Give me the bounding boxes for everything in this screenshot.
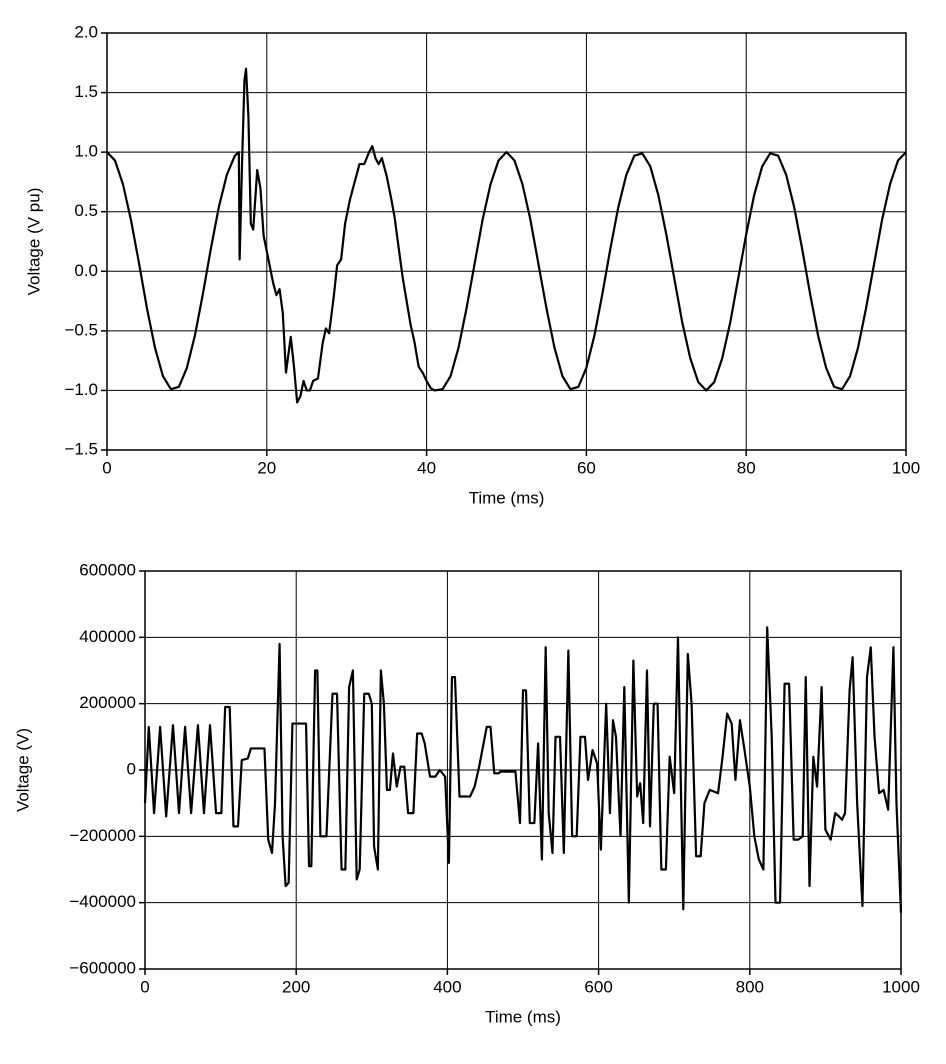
y-tick-label: 600000 — [79, 560, 136, 579]
y-axis-title: Voltage (V) — [13, 728, 32, 812]
y-tick-label: −400000 — [69, 892, 136, 911]
data-line — [106, 67, 907, 404]
y-tick-label: −1.0 — [64, 380, 98, 399]
y-tick-label: −0.5 — [64, 320, 98, 339]
y-tick-label: 0.5 — [74, 201, 98, 220]
x-tick-label: 20 — [257, 458, 276, 477]
y-tick-label: 0 — [127, 759, 136, 778]
data-line — [143, 626, 903, 913]
y-axis-title: Voltage (V pu) — [24, 188, 43, 296]
x-tick-label: 400 — [433, 977, 461, 996]
x-tick-label: 0 — [102, 458, 111, 477]
x-tick-label: 80 — [737, 458, 756, 477]
y-tick-label: 0.0 — [74, 261, 98, 280]
x-tick-label: 600 — [584, 977, 612, 996]
y-tick-label: 1.5 — [74, 82, 98, 101]
x-tick-label: 800 — [736, 977, 764, 996]
x-tick-label: 60 — [577, 458, 596, 477]
x-tick-label: 1000 — [882, 977, 920, 996]
plot-frame — [106, 32, 907, 451]
y-tick-label: 400000 — [79, 627, 136, 646]
y-tick-label: −1.5 — [64, 439, 98, 458]
x-axis-title: Time (ms) — [469, 488, 545, 507]
y-tick-label: 2.0 — [74, 22, 98, 41]
x-tick-label: 100 — [892, 458, 920, 477]
x-tick-label: 40 — [417, 458, 436, 477]
x-tick-label: 200 — [282, 977, 310, 996]
y-tick-label: −600000 — [69, 958, 136, 977]
y-tick-label: −200000 — [69, 826, 136, 845]
y-tick-label: 1.0 — [74, 142, 98, 161]
x-axis-title: Time (ms) — [485, 1007, 561, 1026]
x-tick-label: 0 — [140, 977, 149, 996]
y-tick-label: 200000 — [79, 693, 136, 712]
